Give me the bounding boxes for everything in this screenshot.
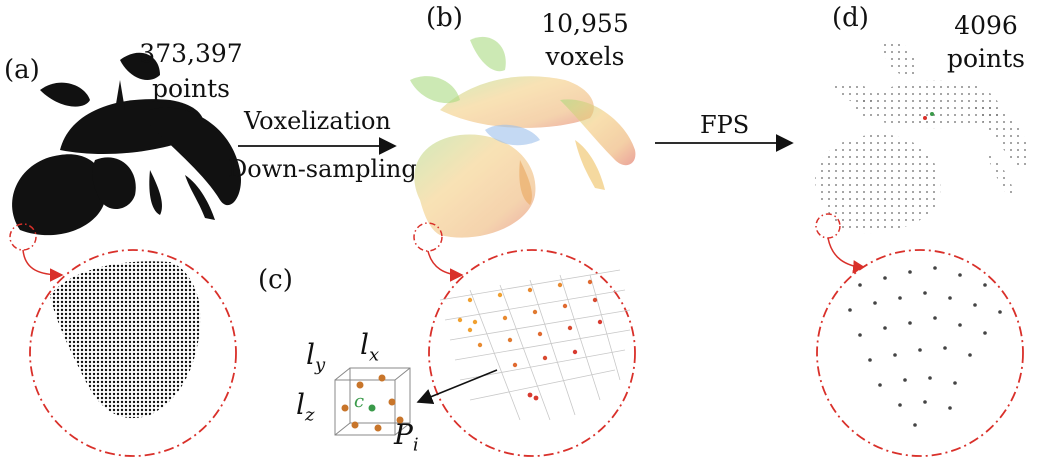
- zoom-a-dense-leaf: [50, 261, 201, 419]
- zoom-connector-d: [827, 237, 867, 274]
- point-count-d-unit: points: [946, 43, 1026, 73]
- voxel-label-pi: Pi: [394, 418, 419, 456]
- zoom-marker-b: [413, 222, 443, 252]
- voxel-label-lx-base: l: [360, 328, 369, 361]
- zoom-connector-b: [427, 250, 464, 282]
- zoom-circle-d: [816, 249, 1024, 457]
- voxel-cube: [334, 367, 411, 436]
- panel-label-b: (b): [426, 3, 463, 33]
- zoom-d-sparse-points: [848, 266, 1002, 427]
- voxel-label-lz: lz: [296, 388, 315, 426]
- point-count-a-value: 373,397: [139, 39, 243, 68]
- downsampling-label: Down-sampling: [228, 155, 417, 183]
- point-count-a-unit: points: [151, 73, 231, 103]
- voxel-label-lx: lx: [360, 328, 380, 366]
- zoom-marker-a: [9, 223, 37, 251]
- panel-label-c: (c): [258, 265, 293, 295]
- voxel-detail-arrow: [416, 369, 498, 405]
- voxel-label-pi-base: P: [394, 418, 413, 451]
- zoom-b-voxel-points: [457, 279, 603, 401]
- voxel-label-lz-base: l: [296, 388, 305, 421]
- voxel-centroid: [368, 404, 376, 412]
- voxel-count-b: 10,955 voxels: [530, 9, 640, 72]
- plant-d-fps-pointcloud: [815, 41, 1030, 234]
- voxel-label-ly: ly: [306, 338, 326, 376]
- zoom-connector-a: [22, 249, 64, 282]
- panel-label-d: (d): [832, 3, 869, 33]
- voxel-label-lz-sub: z: [304, 404, 315, 426]
- zoom-b-voxel-grid: [439, 269, 631, 421]
- voxel-count-b-unit: voxels: [545, 41, 625, 71]
- voxel-label-lx-sub: x: [368, 344, 380, 366]
- voxelization-label: Voxelization: [244, 107, 391, 135]
- point-count-a: 373,397 points: [136, 39, 246, 104]
- voxel-label-c: c: [354, 391, 365, 412]
- voxel-label-ly-sub: y: [314, 354, 326, 376]
- plant-b-voxel-pointcloud: [410, 36, 636, 238]
- point-count-d-value: 4096: [954, 11, 1018, 40]
- zoom-circle-b: [428, 249, 636, 457]
- voxel-label-ly-base: l: [306, 338, 315, 371]
- plant-a-dense-pointcloud: [12, 52, 241, 236]
- panel-label-a: (a): [4, 55, 40, 85]
- fps-label: FPS: [700, 111, 750, 139]
- voxel-count-b-value: 10,955: [541, 9, 629, 38]
- point-count-d: 4096 points: [936, 11, 1036, 74]
- voxel-label-pi-sub: i: [412, 434, 419, 456]
- voxel-cube-points: [341, 374, 404, 432]
